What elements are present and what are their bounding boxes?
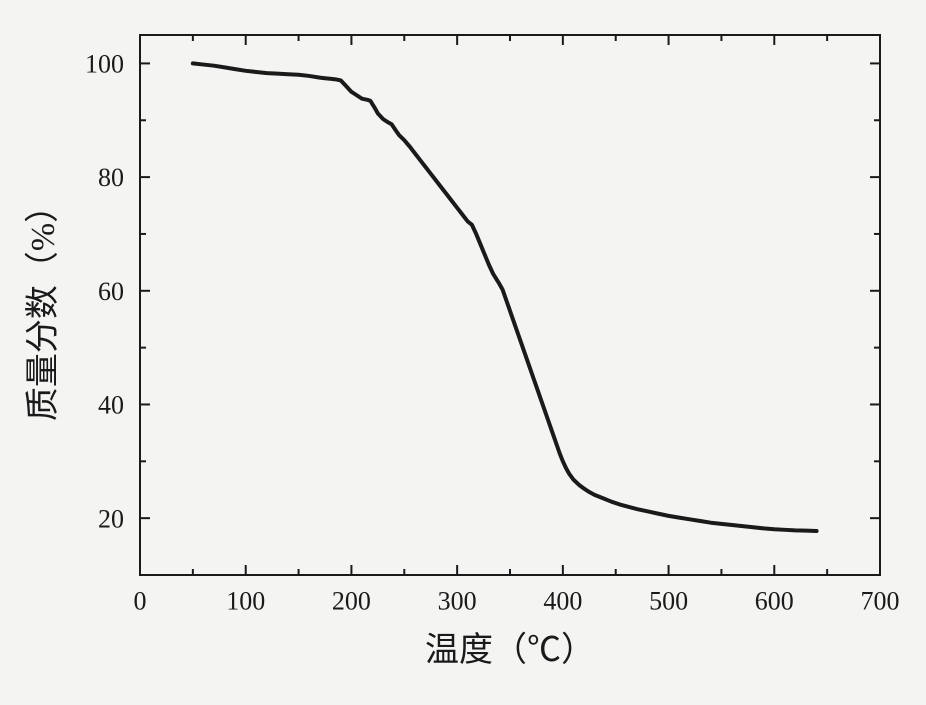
x-tick-label: 500 (649, 587, 688, 616)
y-axis-title: 质量分数（%） (24, 189, 62, 421)
x-tick-label: 0 (134, 587, 147, 616)
x-tick-label: 400 (543, 587, 582, 616)
y-tick-label: 20 (98, 504, 124, 533)
x-tick-label: 600 (755, 587, 794, 616)
x-tick-label: 700 (861, 587, 900, 616)
x-tick-label: 300 (438, 587, 477, 616)
y-tick-label: 40 (98, 391, 124, 420)
chart-svg: 0 100 200 300 400 500 600 700 20 40 60 80 100 温度（℃） 质量… (0, 0, 926, 705)
y-tick-label: 80 (98, 163, 124, 192)
tga-chart: 0 100 200 300 400 500 600 700 20 40 60 80 100 温度（℃） 质量… (0, 0, 926, 705)
x-tick-label: 100 (226, 587, 265, 616)
x-tick-label: 200 (332, 587, 371, 616)
y-tick-label: 100 (85, 50, 124, 79)
x-axis-title: 温度（℃） (425, 631, 595, 669)
y-tick-label: 60 (98, 277, 124, 306)
